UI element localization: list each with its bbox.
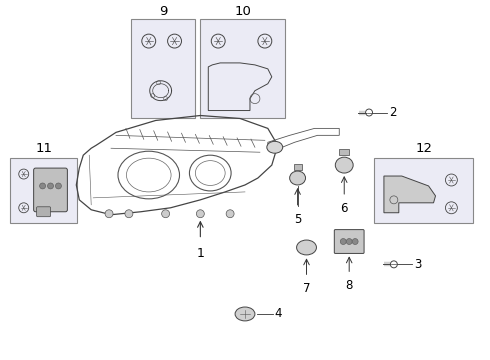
Text: 2: 2 bbox=[389, 106, 396, 119]
FancyBboxPatch shape bbox=[37, 207, 50, 217]
Circle shape bbox=[105, 210, 113, 218]
Circle shape bbox=[340, 239, 346, 244]
Text: 6: 6 bbox=[341, 202, 348, 215]
Circle shape bbox=[196, 210, 204, 218]
Polygon shape bbox=[384, 176, 436, 213]
Text: 7: 7 bbox=[303, 282, 310, 295]
Ellipse shape bbox=[335, 157, 353, 173]
Circle shape bbox=[48, 183, 53, 189]
Bar bbox=[294, 164, 301, 170]
Ellipse shape bbox=[235, 307, 255, 321]
Text: 4: 4 bbox=[275, 307, 282, 320]
Circle shape bbox=[162, 210, 170, 218]
Circle shape bbox=[125, 210, 133, 218]
Bar bbox=[339, 149, 349, 155]
FancyBboxPatch shape bbox=[131, 19, 196, 118]
FancyBboxPatch shape bbox=[10, 158, 77, 223]
Text: 8: 8 bbox=[345, 279, 353, 292]
Circle shape bbox=[226, 210, 234, 218]
FancyBboxPatch shape bbox=[334, 230, 364, 253]
Ellipse shape bbox=[267, 141, 283, 153]
Circle shape bbox=[346, 239, 352, 244]
Ellipse shape bbox=[296, 240, 317, 255]
Text: 10: 10 bbox=[234, 5, 251, 18]
Text: 1: 1 bbox=[196, 247, 204, 261]
Text: 5: 5 bbox=[294, 213, 301, 226]
Text: 12: 12 bbox=[415, 142, 432, 155]
Text: 3: 3 bbox=[414, 258, 421, 271]
FancyBboxPatch shape bbox=[200, 19, 285, 118]
Text: 9: 9 bbox=[159, 5, 167, 18]
Text: 11: 11 bbox=[35, 142, 52, 155]
Circle shape bbox=[55, 183, 61, 189]
FancyBboxPatch shape bbox=[374, 158, 473, 223]
Ellipse shape bbox=[290, 171, 306, 185]
FancyBboxPatch shape bbox=[34, 168, 68, 212]
Circle shape bbox=[40, 183, 46, 189]
Circle shape bbox=[352, 239, 358, 244]
